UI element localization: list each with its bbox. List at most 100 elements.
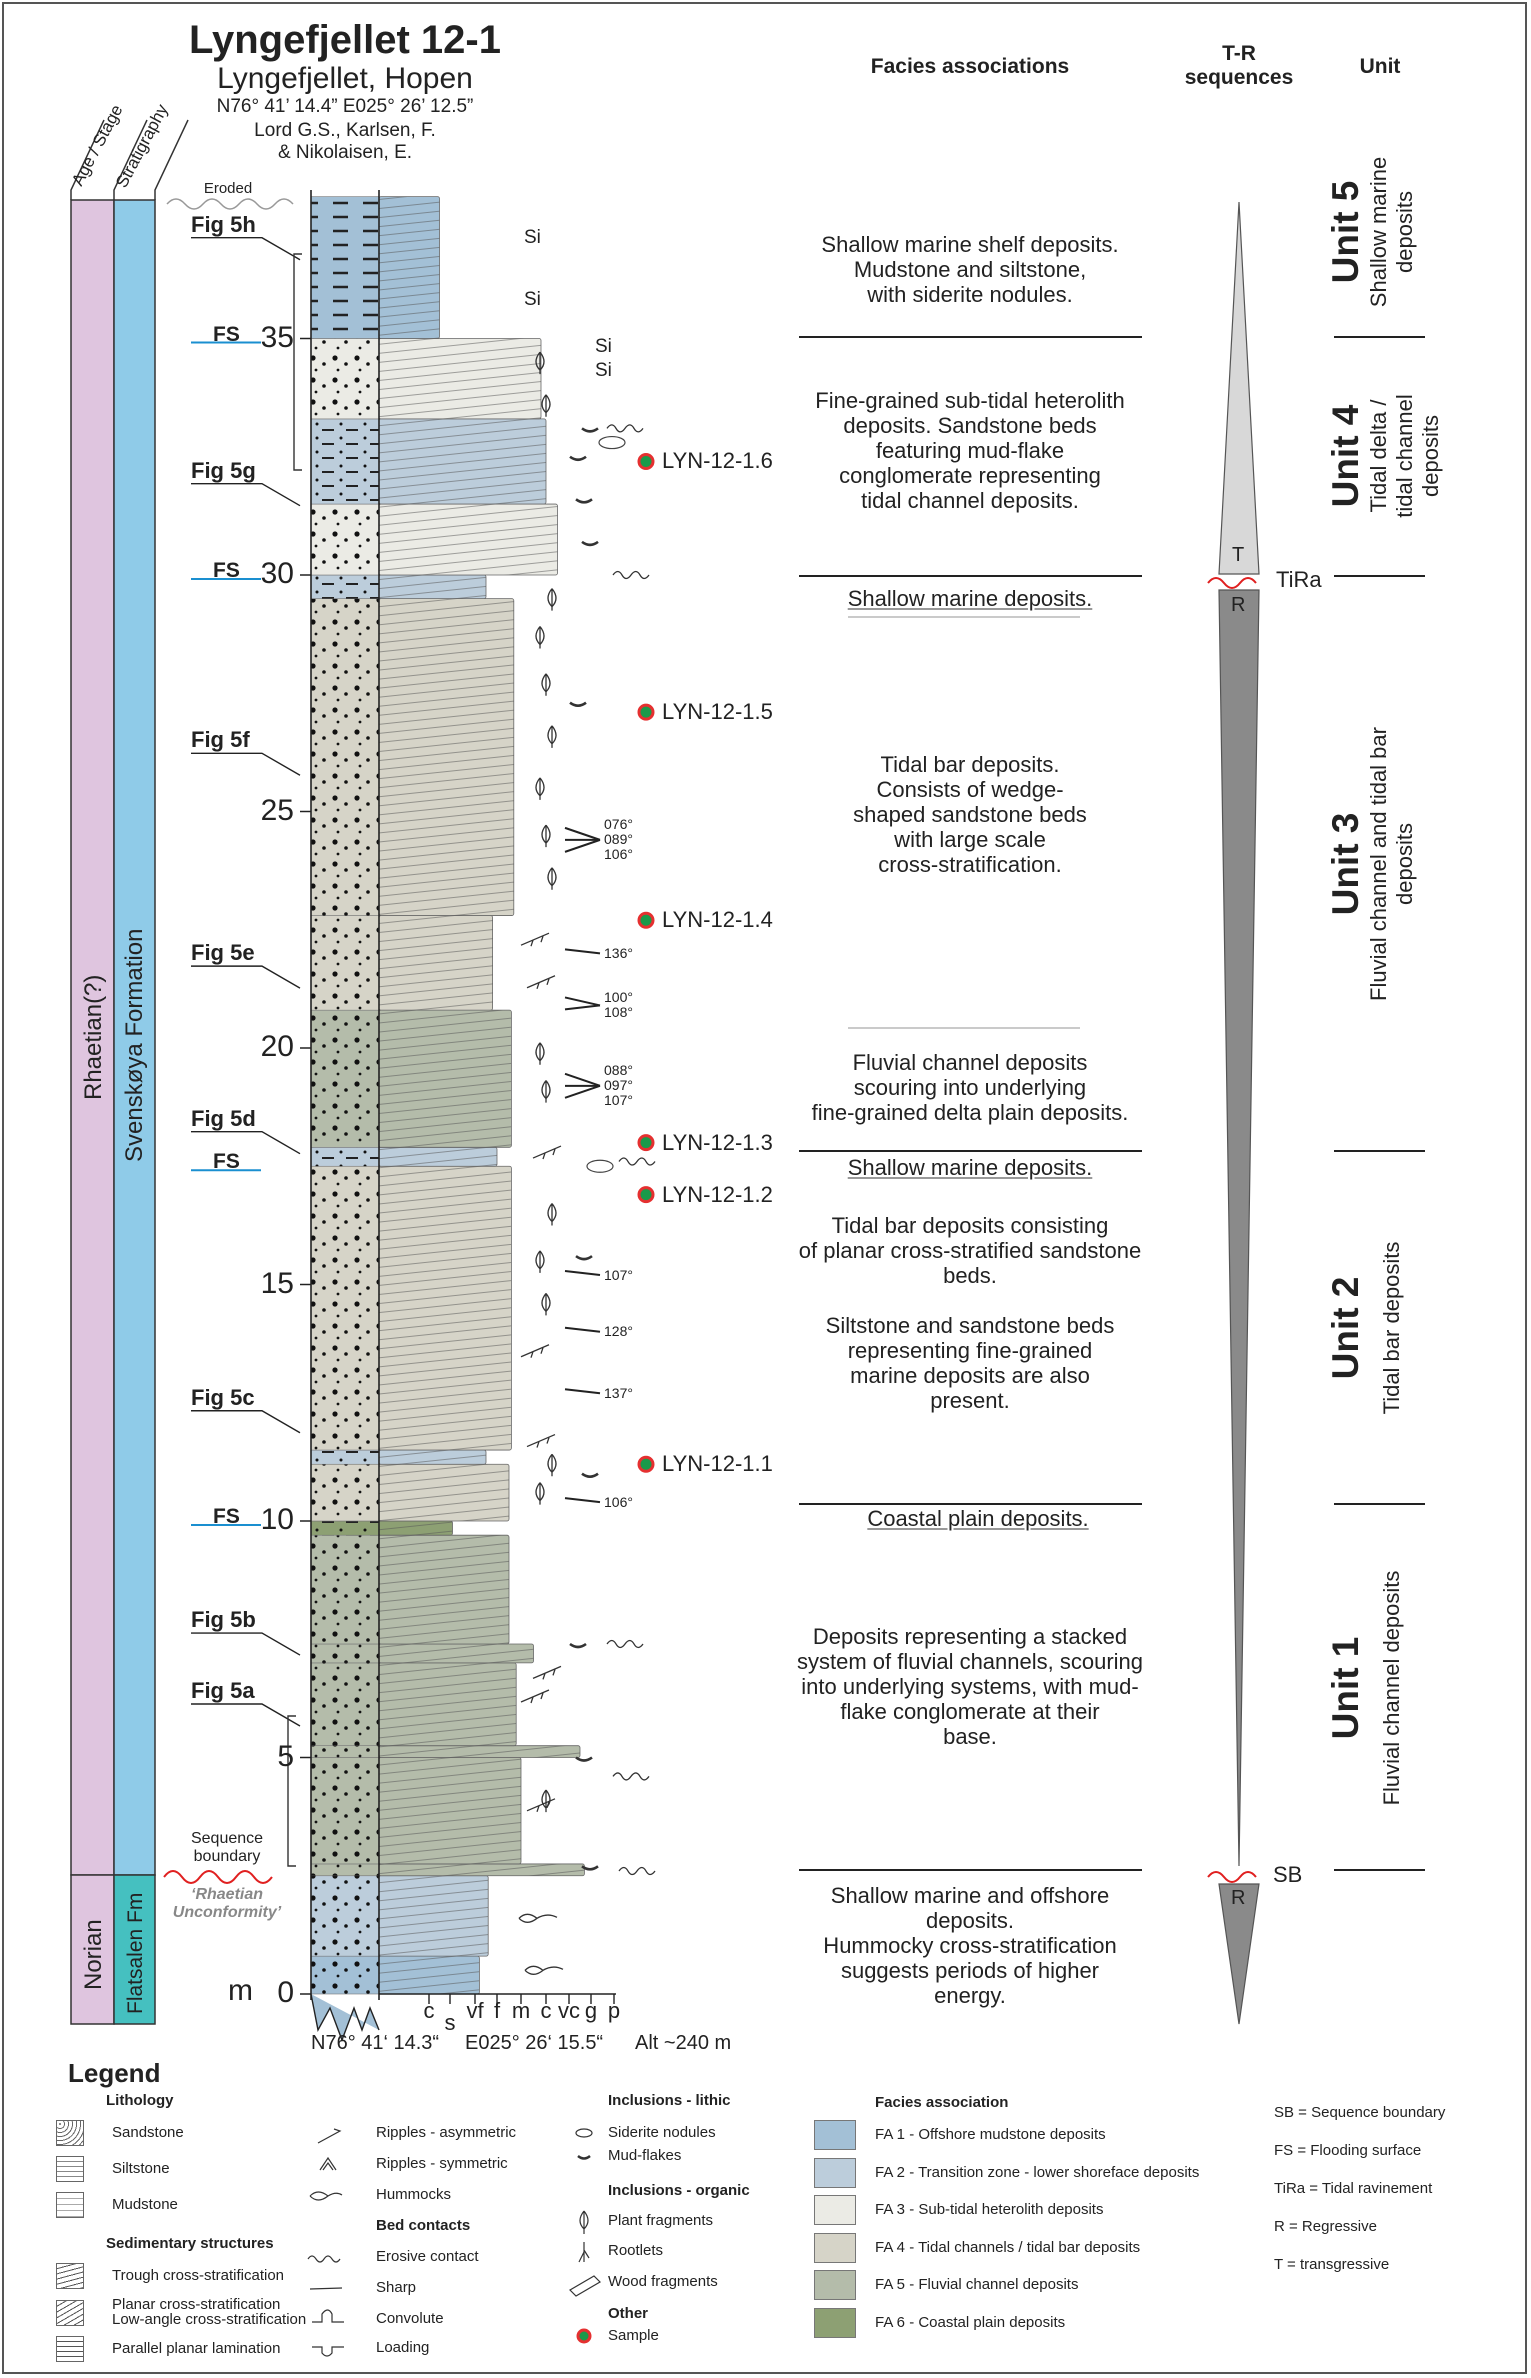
ripple-icon [526,1433,556,1448]
unit-description: Fluvial channel and tidal bar deposits [1366,727,1418,1001]
scale-bracket-upper [293,253,302,471]
depth-label: 25 [260,793,294,827]
paleocurrent-labels: 106° [604,1494,633,1510]
ripple-icon [526,1798,556,1813]
facies-desc-line: suggests periods of higher [840,1958,1100,1983]
legend-ripples-asymmetric: Ripples - asymmetric [376,2124,517,2141]
paleocurrent-labels: 088° 097° 107° [604,1063,633,1108]
bed-structure-pattern [379,504,558,575]
facies-desc-shallow-marine-upper: Shallow marine deposits. [848,586,1093,611]
eroded-top-wavy-line [166,198,294,210]
grain-size-label: s [444,2010,456,2035]
bed-lithology-pattern [311,1010,379,1148]
abbreviation-item: R = Regressive [1274,2218,1377,2235]
siderite-label: Si [524,288,541,310]
facies-desc-line: Tidal bar deposits consisting [831,1213,1109,1238]
ripple-symmetric-icon [319,2156,337,2171]
bed-structure-pattern [379,1521,453,1536]
facies-desc-line: conglomerate representing [839,463,1101,488]
bed-lithology-pattern [311,1535,379,1644]
plant-icon [541,673,551,696]
tr-label-t: T [1232,544,1245,566]
legend-parallel-lamination: Parallel planar lamination [112,2340,281,2357]
plant-icon [547,1203,557,1226]
grain-size-label: vf [466,1998,484,2023]
authors-line-2: & Nikolaisen, E. [277,142,413,163]
depth-label: 0 [277,1976,294,2009]
flooding-surface-label: FS [213,559,240,582]
mudstone-swatch [56,2192,84,2218]
bed-structure-pattern [379,1757,521,1864]
sample-label: LYN-12-1.4 [662,907,773,933]
age-norian: Norian [80,1919,107,1990]
unit-description-line: Fluvial channel and tidal bar [1366,727,1391,1001]
legend-loading: Loading [376,2339,430,2356]
facies-legend-label: FA 4 - Tidal channels / tidal bar deposi… [875,2238,1141,2256]
regressive-triangle-upper [1218,589,1260,1867]
facies-dividers [799,336,1142,1871]
legend-sandstone: Sandstone [112,2124,184,2141]
log-coordinates: N76° 41’ 14.4” E025° 26’ 12.5” [216,96,474,117]
figure-reference-label: Fig 5h [191,211,256,237]
facies-desc-line: featuring mud-flake [875,438,1065,463]
mud-flake-icon [581,427,599,433]
mud-flake-icon [569,455,587,462]
bed-lithology-pattern [311,575,379,599]
tidal-ravinement-wavy-line [1207,577,1257,589]
plant-icon [541,1080,551,1103]
facies-desc-line: Shallow marine deposits. [847,586,1093,611]
bed-lithology-pattern [311,338,379,419]
unit-description: Fluvial channel deposits [1379,1571,1405,1806]
bed-lithology-pattern [311,1757,379,1864]
bed-lithology-pattern [311,598,379,916]
ripple-icon [532,1145,562,1160]
regressive-triangle-lower [1218,1883,1260,2025]
facies-desc-line: Hummocky cross-stratification [823,1933,1117,1958]
ripple-icon [532,1665,562,1680]
ripple-icon [520,932,550,947]
paleocurrent-arrow [564,1084,601,1099]
unit-description: Shallow marine deposits [1366,157,1418,307]
strat-flatsalen-fm: Flatsalen Fm [124,1892,147,2014]
facies-swatch-fa1 [814,2120,856,2150]
bed-lithology-pattern [311,196,379,339]
bed-structure-pattern [379,1147,497,1167]
bed-structure-pattern [379,575,486,599]
paleocurrent-azimuth: 089° [604,831,633,848]
bed-lithology-pattern [311,1662,379,1746]
bed-structure-pattern [379,196,440,339]
facies-desc-line: flake conglomerate at their [840,1699,1100,1724]
facies-desc-line: beds. [943,1263,997,1288]
facies-swatch-fa2 [814,2157,856,2188]
plant-fragment-icon [579,2210,589,2234]
tr-heading-line2: sequences [1184,66,1294,89]
beds-group [310,196,585,1995]
grain-size-label: c [540,1998,552,2023]
facies-desc-line: Fluvial channel deposits [852,1050,1088,1075]
rhaetian-unconformity-label-1: ‘Rhaetian [190,1886,264,1903]
bed-structure-pattern [379,418,546,505]
annotations-group [191,237,656,2004]
facies-desc-line: representing fine-grained [847,1338,1093,1363]
tr-label-tira: TiRa [1276,567,1322,592]
sequence-boundary-label-1: Sequence [190,1830,264,1847]
bed-structure-pattern [379,1863,585,1876]
bed-lithology-pattern [311,1464,379,1521]
erosive-icon [618,1157,656,1166]
sharp-contact-icon [309,2287,343,2290]
unit-heading: Unit [1359,55,1401,78]
mud-flake-icon [569,1642,587,1649]
facies-desc-shallow-marine-offshore: Shallow marine and offshore deposits. Humm… [823,1883,1116,2008]
bed-structure-pattern [379,1535,509,1644]
paleocurrent-labels: 128° [604,1324,633,1339]
sample-label: LYN-12-1.6 [662,448,773,474]
sequence-boundary-wavy-line [163,1870,273,1884]
figure-reference-leader [191,1410,301,1434]
facies-desc-siltstone-unit2: Siltstone and sandstone beds representing… [826,1313,1115,1413]
figure-reference-leader [191,1703,301,1727]
unit-name: Unit 5 [1325,180,1366,284]
sample-marker-icon [637,452,655,470]
plant-icon [547,588,557,611]
tr-label-sb: SB [1273,1862,1303,1887]
